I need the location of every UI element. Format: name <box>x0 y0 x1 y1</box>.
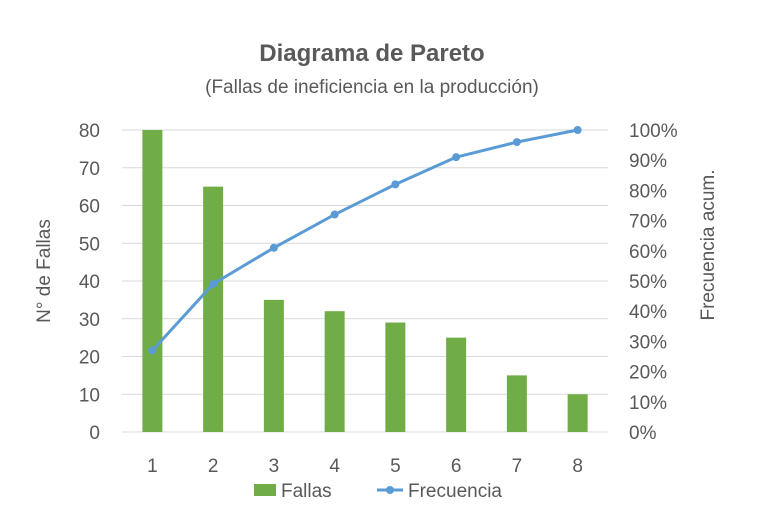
y-right-tick-label: 10% <box>629 393 667 414</box>
chart-subtitle: (Fallas de ineficiencia en la producción… <box>205 77 539 98</box>
line-point <box>148 346 157 355</box>
y-tick-label: 30 <box>79 310 100 331</box>
bar <box>385 322 406 432</box>
legend-fallas-swatch <box>254 484 276 496</box>
y-right-tick-label: 80% <box>629 181 667 202</box>
bar <box>203 186 224 432</box>
legend-frecuencia-label: Frecuencia <box>408 481 502 502</box>
y-tick-label: 60 <box>79 197 100 218</box>
x-tick-label: 2 <box>208 456 219 477</box>
legend: Fallas Frecuencia <box>254 481 502 502</box>
bar <box>263 299 284 432</box>
line-point <box>209 280 218 289</box>
y-tick-label: 70 <box>79 159 100 180</box>
y-tick-label: 20 <box>79 348 100 369</box>
legend-fallas-label: Fallas <box>281 481 332 502</box>
bar <box>506 375 527 432</box>
bar <box>446 337 467 432</box>
x-axis-ticks: 1 2 3 4 5 6 7 8 <box>147 456 583 477</box>
x-tick-label: 8 <box>572 456 583 477</box>
x-tick-label: 4 <box>329 456 340 477</box>
x-tick-label: 6 <box>451 456 462 477</box>
y-right-tick-label: 50% <box>629 272 667 293</box>
line-point <box>573 126 582 134</box>
y-right-tick-label: 30% <box>629 332 667 353</box>
y-right-tick-label: 40% <box>629 302 667 323</box>
right-axis-ticks: 0% 10% 20% 30% 40% 50% 60% 70% 80% 90% 100% <box>629 121 678 444</box>
y-right-tick-label: 100% <box>629 121 678 142</box>
y-axis-label: N° de Fallas <box>34 219 55 323</box>
line-point <box>330 210 339 219</box>
gridlines <box>122 129 608 433</box>
x-tick-label: 1 <box>147 456 158 477</box>
left-axis-ticks: 0 10 20 30 40 50 60 70 80 <box>79 121 100 444</box>
y-tick-label: 50 <box>79 234 100 255</box>
y-tick-label: 40 <box>79 272 100 293</box>
x-tick-label: 3 <box>269 456 280 477</box>
chart-title: Diagrama de Pareto <box>259 40 484 67</box>
x-tick-label: 7 <box>512 456 523 477</box>
line-point <box>512 138 521 147</box>
y-right-tick-label: 60% <box>629 242 667 263</box>
y-tick-label: 0 <box>89 423 100 444</box>
y-tick-label: 80 <box>79 121 100 142</box>
x-tick-label: 5 <box>390 456 401 477</box>
bar <box>567 394 588 432</box>
y-right-tick-label: 70% <box>629 212 667 233</box>
y-tick-label: 10 <box>79 385 100 406</box>
bar <box>324 311 345 432</box>
line-point <box>391 180 400 189</box>
line-point <box>269 243 278 252</box>
y-right-tick-label: 90% <box>629 151 667 172</box>
y-axis-right-label: Frecuencia acum. <box>698 169 719 320</box>
legend-frecuencia-marker <box>386 486 394 494</box>
y-right-tick-label: 0% <box>629 423 657 444</box>
series-line <box>151 128 578 352</box>
y-right-tick-label: 20% <box>629 363 667 384</box>
bar <box>142 130 163 432</box>
line-point <box>452 153 461 162</box>
bar-series-fallas <box>142 130 588 432</box>
line-series-frecuencia <box>148 126 582 355</box>
